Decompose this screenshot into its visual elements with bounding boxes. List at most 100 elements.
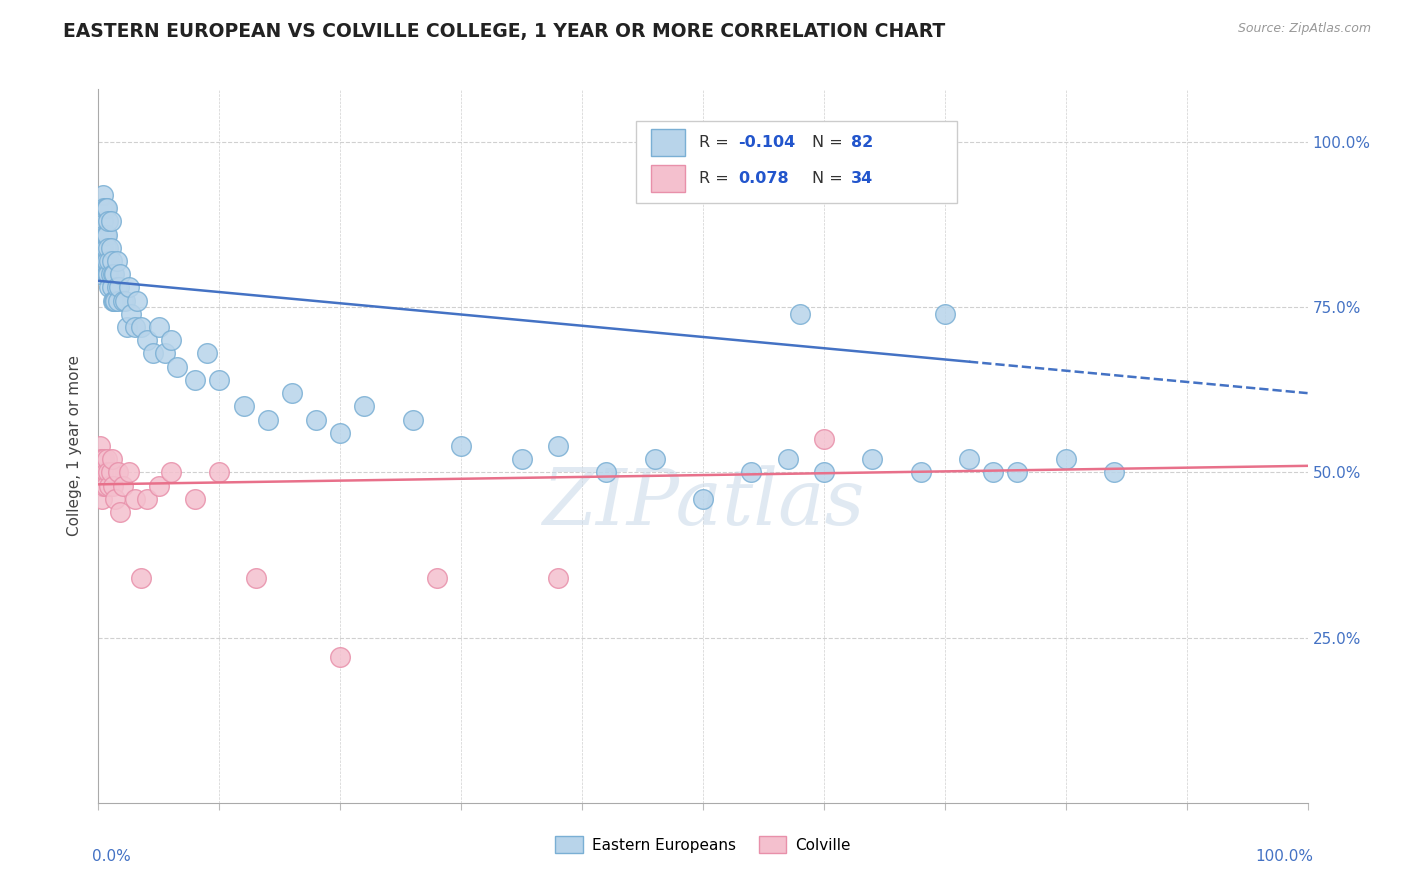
Point bbox=[208, 466, 231, 480]
Point bbox=[100, 241, 122, 255]
Point bbox=[93, 201, 115, 215]
Point bbox=[91, 491, 114, 506]
Point bbox=[118, 466, 141, 480]
Point bbox=[94, 478, 117, 492]
Point bbox=[91, 227, 114, 242]
Point bbox=[860, 452, 883, 467]
Point bbox=[93, 478, 115, 492]
Point bbox=[353, 400, 375, 414]
Point bbox=[1054, 452, 1077, 467]
Text: ZIPatlas: ZIPatlas bbox=[541, 465, 865, 541]
Point bbox=[91, 241, 114, 255]
Text: 82: 82 bbox=[851, 136, 873, 150]
Point bbox=[89, 267, 111, 281]
Point bbox=[547, 439, 569, 453]
Point bbox=[105, 254, 128, 268]
Point bbox=[96, 201, 118, 215]
Y-axis label: College, 1 year or more: College, 1 year or more bbox=[67, 356, 83, 536]
Point bbox=[789, 307, 811, 321]
Point bbox=[740, 466, 762, 480]
Point bbox=[93, 227, 115, 242]
Point bbox=[91, 214, 114, 228]
Point bbox=[184, 491, 207, 506]
Text: 0.078: 0.078 bbox=[738, 171, 789, 186]
Point bbox=[124, 320, 146, 334]
Point bbox=[94, 241, 117, 255]
Point bbox=[644, 452, 666, 467]
Point bbox=[426, 571, 449, 585]
Point bbox=[232, 400, 254, 414]
Point bbox=[160, 466, 183, 480]
Point bbox=[108, 280, 131, 294]
Point bbox=[107, 466, 129, 480]
Point bbox=[89, 439, 111, 453]
Point bbox=[103, 267, 125, 281]
Point bbox=[101, 267, 124, 281]
Text: R =: R = bbox=[699, 136, 734, 150]
Point bbox=[101, 478, 124, 492]
Point bbox=[981, 466, 1004, 480]
Point bbox=[108, 505, 131, 519]
Point bbox=[135, 491, 157, 506]
Point bbox=[129, 320, 152, 334]
Bar bbox=[651, 129, 685, 156]
Point bbox=[256, 412, 278, 426]
Point bbox=[100, 280, 122, 294]
Point bbox=[98, 280, 121, 294]
Point bbox=[934, 307, 956, 321]
Point bbox=[776, 452, 799, 467]
Point bbox=[97, 267, 120, 281]
Text: N =: N = bbox=[811, 171, 848, 186]
Point bbox=[100, 452, 122, 467]
Point bbox=[94, 254, 117, 268]
Point bbox=[107, 293, 129, 308]
Point bbox=[910, 466, 932, 480]
Point bbox=[97, 241, 120, 255]
Text: -0.104: -0.104 bbox=[738, 136, 796, 150]
Point bbox=[184, 373, 207, 387]
Point bbox=[96, 452, 118, 467]
FancyBboxPatch shape bbox=[637, 121, 957, 203]
Point bbox=[153, 346, 176, 360]
Point bbox=[94, 466, 117, 480]
Point bbox=[98, 254, 121, 268]
Point bbox=[329, 650, 352, 665]
Point bbox=[91, 201, 114, 215]
Point bbox=[148, 478, 170, 492]
Point bbox=[90, 241, 112, 255]
Legend: Eastern Europeans, Colville: Eastern Europeans, Colville bbox=[548, 830, 858, 859]
Point bbox=[90, 478, 112, 492]
Text: R =: R = bbox=[699, 171, 734, 186]
Point bbox=[104, 491, 127, 506]
Point bbox=[245, 571, 267, 585]
Point bbox=[135, 333, 157, 347]
Point bbox=[547, 571, 569, 585]
Point bbox=[104, 293, 127, 308]
Point bbox=[94, 201, 117, 215]
Point bbox=[96, 267, 118, 281]
Point bbox=[124, 491, 146, 506]
Point bbox=[692, 491, 714, 506]
Point bbox=[101, 293, 124, 308]
Bar bbox=[651, 165, 685, 192]
Point bbox=[96, 254, 118, 268]
Point bbox=[105, 280, 128, 294]
Point bbox=[195, 346, 218, 360]
Text: 0.0%: 0.0% bbox=[93, 849, 131, 864]
Point bbox=[813, 466, 835, 480]
Point bbox=[813, 433, 835, 447]
Point bbox=[510, 452, 533, 467]
Point bbox=[117, 320, 139, 334]
Point bbox=[208, 373, 231, 387]
Point bbox=[450, 439, 472, 453]
Point bbox=[595, 466, 617, 480]
Point bbox=[281, 386, 304, 401]
Point bbox=[93, 254, 115, 268]
Point bbox=[142, 346, 165, 360]
Point bbox=[305, 412, 328, 426]
Point bbox=[91, 452, 114, 467]
Point bbox=[111, 478, 134, 492]
Point bbox=[100, 466, 122, 480]
Point bbox=[127, 293, 149, 308]
Point bbox=[97, 466, 120, 480]
